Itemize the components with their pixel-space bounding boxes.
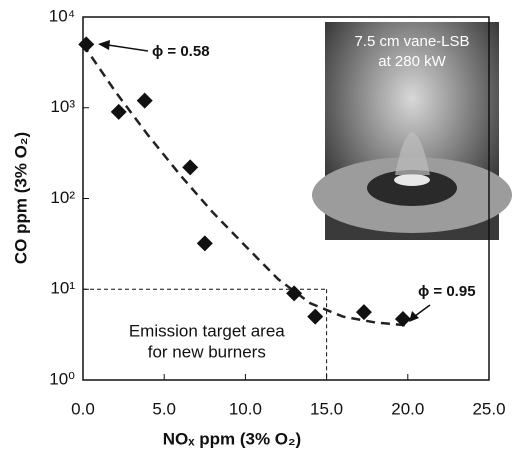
data-point bbox=[355, 304, 372, 321]
y-tick-label: 10¹ bbox=[50, 279, 75, 298]
y-tick-label: 10⁴ bbox=[49, 6, 75, 25]
y-axis-label: CO ppm (3% O₂) bbox=[11, 132, 30, 264]
inset-photo bbox=[312, 22, 512, 240]
x-tick-label: 5.0 bbox=[152, 399, 176, 418]
data-point bbox=[286, 285, 303, 302]
target-label: for new burners bbox=[148, 343, 266, 362]
inset-text: 7.5 cm vane-LSB bbox=[354, 33, 469, 50]
annotation: ϕ = 0.95 bbox=[418, 283, 476, 300]
y-tick-label: 10³ bbox=[50, 97, 75, 116]
x-tick-label: 0.0 bbox=[71, 399, 95, 418]
x-tick-label: 20.0 bbox=[391, 399, 424, 418]
data-point bbox=[196, 235, 213, 252]
data-point bbox=[307, 308, 324, 325]
x-axis-label: NOₓ ppm (3% O₂) bbox=[163, 429, 301, 448]
x-tick-label: 25.0 bbox=[472, 399, 505, 418]
data-point bbox=[136, 92, 153, 109]
y-tick-label: 10² bbox=[50, 188, 75, 207]
arrow-head bbox=[98, 40, 110, 50]
arrow bbox=[414, 304, 431, 317]
data-point bbox=[394, 311, 411, 328]
data-point bbox=[182, 159, 199, 176]
annotation: ϕ = 0.58 bbox=[152, 43, 210, 60]
arrow bbox=[107, 44, 149, 52]
target-label: Emission target area bbox=[129, 322, 285, 341]
x-tick-label: 10.0 bbox=[229, 399, 262, 418]
fit-curve bbox=[81, 43, 408, 327]
x-tick-label: 15.0 bbox=[310, 399, 343, 418]
inset-text: at 280 kW bbox=[378, 53, 446, 70]
data-point bbox=[78, 36, 95, 53]
data-point bbox=[110, 103, 127, 120]
y-tick-label: 10⁰ bbox=[49, 369, 75, 388]
arrow-head bbox=[409, 311, 419, 322]
